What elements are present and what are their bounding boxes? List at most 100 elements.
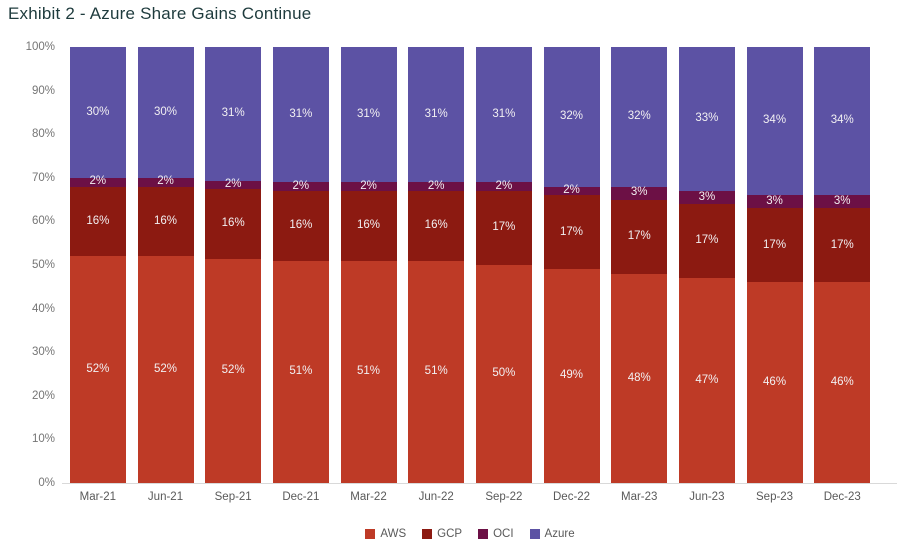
legend-swatch-icon — [478, 529, 489, 539]
bar-column: 48% 17% 3% 32% — [605, 47, 673, 483]
stacked-bar: 52% 16% 2% 31% — [205, 47, 262, 483]
bar-segment-azure: 30% — [137, 47, 194, 178]
stacked-bar: 51% 16% 2% 31% — [340, 47, 397, 483]
segment-value-label: 52% — [153, 362, 178, 375]
y-tick-label: 50% — [31, 259, 55, 271]
x-tick-label: Dec-22 — [553, 491, 591, 503]
x-tick-label: Jun-23 — [689, 491, 725, 503]
bar-segment-gcp: 16% — [137, 186, 194, 257]
y-tick-label: 60% — [31, 215, 55, 228]
bar-segment-oci: 2% — [272, 180, 329, 191]
legend-swatch-icon — [422, 529, 433, 539]
legend-swatch-icon — [365, 529, 376, 539]
bar-segment-gcp: 16% — [205, 189, 262, 259]
bar-segment-oci: 2% — [340, 179, 397, 192]
bar-segment-aws: 47% — [678, 278, 735, 483]
x-axis-line — [62, 483, 897, 484]
bar-segment-aws: 51% — [408, 260, 465, 483]
bar-column: 50% 17% 2% 31% — [470, 47, 538, 483]
bar-segment-oci: 2% — [543, 184, 600, 197]
segment-value-label: 3% — [833, 195, 851, 208]
segment-value-label: 48% — [627, 371, 651, 384]
segment-value-label: 17% — [763, 238, 787, 251]
bar-segment-aws: 48% — [611, 273, 668, 483]
segment-value-label: 31% — [357, 107, 381, 120]
legend-item-oci: OCI — [478, 528, 514, 540]
segment-value-label: 16% — [221, 217, 245, 230]
legend: AWS GCP OCI Azure — [64, 528, 876, 540]
segment-value-label: 3% — [630, 186, 648, 199]
segment-value-label: 16% — [424, 219, 448, 232]
legend-swatch-icon — [529, 529, 540, 539]
segment-value-label: 50% — [492, 367, 516, 380]
segment-value-label: 46% — [763, 375, 787, 388]
bar-column: 51% 16% 2% 31% — [267, 47, 335, 483]
bar-segment-azure: 34% — [814, 47, 871, 196]
segment-value-label: 2% — [563, 184, 580, 197]
bar-segment-oci: 2% — [205, 179, 262, 190]
segment-value-label: 31% — [424, 107, 448, 120]
bar-column: 49% 17% 2% 32% — [538, 47, 606, 483]
bar-segment-oci: 2% — [475, 180, 532, 191]
bar-segment-azure: 31% — [205, 47, 262, 181]
x-tick-label: Sep-21 — [214, 491, 252, 503]
segment-value-label: 17% — [830, 238, 854, 251]
bar-segment-gcp: 16% — [408, 190, 465, 261]
segment-value-label: 52% — [86, 362, 110, 375]
x-tick-label: Sep-22 — [485, 491, 523, 503]
bar-segment-aws: 52% — [69, 256, 126, 483]
segment-value-label: 34% — [763, 114, 787, 127]
segment-value-label: 16% — [357, 219, 381, 232]
x-tick-label: Mar-22 — [350, 491, 387, 503]
stacked-bar: 51% 16% 2% 31% — [408, 47, 465, 483]
segment-value-label: 51% — [424, 365, 448, 378]
segment-value-label: 2% — [360, 179, 377, 192]
segment-value-label: 2% — [157, 175, 174, 188]
bar-segment-aws: 49% — [543, 269, 600, 483]
stacked-bar: 46% 17% 3% 34% — [746, 47, 803, 483]
bar-column: 51% 16% 2% 31% — [335, 47, 403, 483]
y-tick-label: 90% — [31, 84, 55, 97]
segment-value-label: 16% — [153, 214, 178, 227]
segment-value-label: 51% — [289, 365, 313, 378]
stacked-bar: 50% 17% 2% 31% — [475, 47, 532, 483]
bar-segment-gcp: 16% — [340, 190, 397, 261]
bar-segment-aws: 52% — [137, 256, 194, 483]
bar-column: 52% 16% 2% 30% — [64, 47, 132, 483]
bar-segment-gcp: 17% — [814, 208, 871, 283]
y-tick-label: 80% — [31, 128, 55, 141]
bar-segment-oci: 3% — [746, 195, 803, 209]
stacked-bar: 52% 16% 2% 30% — [69, 47, 126, 483]
legend-label: Azure — [544, 528, 575, 540]
y-tick-label: 30% — [31, 346, 55, 359]
x-tick-label: Jun-21 — [147, 491, 184, 503]
bar-segment-aws: 52% — [205, 258, 262, 483]
y-tick-label: 20% — [31, 389, 55, 402]
bar-segment-gcp: 17% — [475, 190, 532, 265]
bar-segment-gcp: 17% — [746, 208, 803, 283]
y-tick-label: 0% — [38, 477, 55, 489]
x-axis: Mar-21 Jun-21 Sep-21 Dec-21 Mar-22 Jun-22 Sep-… — [64, 491, 876, 503]
segment-value-label: 49% — [560, 369, 584, 382]
segment-value-label: 31% — [492, 107, 516, 120]
bar-segment-oci: 3% — [814, 195, 871, 209]
stacked-bar: 46% 17% 3% 34% — [814, 47, 871, 483]
x-tick-label: Mar-21 — [79, 491, 117, 503]
bar-segment-oci: 2% — [69, 176, 126, 187]
bar-segment-aws: 46% — [814, 282, 871, 483]
segment-value-label: 51% — [357, 365, 381, 378]
bar-segment-aws: 51% — [272, 260, 329, 483]
bar-segment-aws: 50% — [475, 265, 532, 483]
bar-segment-azure: 32% — [543, 47, 600, 187]
segment-value-label: 17% — [560, 225, 584, 238]
bar-segment-azure: 34% — [746, 47, 803, 196]
legend-label: GCP — [437, 528, 463, 540]
bar-segment-azure: 31% — [408, 47, 465, 183]
plot-area: 52% 16% 2% 30% 52% 16% 2% 30% 52% 16% 2% 31% 51% 16% 2… — [64, 47, 876, 483]
y-axis: 0% 10% 20% 30% 40% 50% 60% 70% 80% 90% 100% — [0, 41, 55, 489]
bar-segment-oci: 3% — [678, 190, 735, 204]
segment-value-label: 32% — [560, 110, 584, 123]
y-tick-label: 40% — [31, 302, 55, 315]
segment-value-label: 47% — [695, 373, 719, 386]
bar-segment-gcp: 17% — [543, 195, 600, 270]
